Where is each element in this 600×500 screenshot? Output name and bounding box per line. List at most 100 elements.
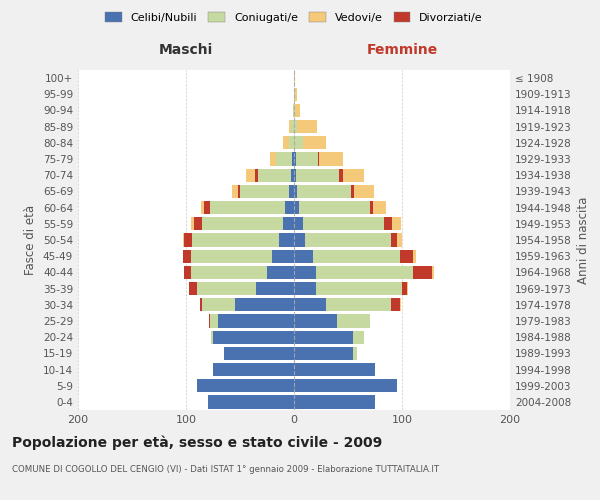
Bar: [279, 234, 294, 246]
Bar: [391, 298, 400, 312]
Bar: [201, 201, 205, 214]
Bar: [209, 314, 210, 328]
Bar: [319, 152, 343, 166]
Bar: [413, 266, 432, 279]
Bar: [292, 152, 294, 166]
Bar: [294, 152, 296, 166]
Bar: [208, 396, 294, 408]
Bar: [392, 217, 401, 230]
Legend: Celibi/Nubili, Coniugati/e, Vedovi/e, Divorziati/e: Celibi/Nubili, Coniugati/e, Vedovi/e, Di…: [101, 8, 487, 27]
Bar: [218, 314, 294, 328]
Bar: [291, 168, 294, 182]
Bar: [383, 217, 392, 230]
Bar: [297, 120, 317, 134]
Bar: [202, 298, 235, 312]
Bar: [294, 88, 295, 101]
Bar: [294, 250, 313, 263]
Bar: [202, 217, 283, 230]
Bar: [432, 266, 434, 279]
Bar: [318, 152, 319, 166]
Bar: [302, 217, 383, 230]
Bar: [294, 72, 295, 85]
Bar: [313, 250, 400, 263]
Bar: [294, 330, 353, 344]
Bar: [256, 282, 294, 295]
Bar: [355, 185, 374, 198]
Bar: [297, 185, 351, 198]
Bar: [295, 88, 297, 101]
Bar: [270, 152, 275, 166]
Bar: [340, 168, 343, 182]
Bar: [294, 234, 305, 246]
Bar: [316, 266, 413, 279]
Bar: [294, 363, 375, 376]
Bar: [294, 282, 316, 295]
Bar: [373, 201, 386, 214]
Bar: [210, 314, 218, 328]
Bar: [238, 185, 240, 198]
Bar: [205, 201, 210, 214]
Bar: [235, 298, 294, 312]
Bar: [247, 168, 255, 182]
Bar: [351, 185, 355, 198]
Text: COMUNE DI COGOLLO DEL CENGIO (VI) - Dati ISTAT 1° gennaio 2009 - Elaborazione TU: COMUNE DI COGOLLO DEL CENGIO (VI) - Dati…: [12, 465, 439, 474]
Bar: [397, 234, 402, 246]
Bar: [343, 168, 364, 182]
Bar: [294, 298, 326, 312]
Bar: [407, 282, 409, 295]
Bar: [294, 396, 375, 408]
Bar: [293, 104, 294, 117]
Bar: [210, 201, 286, 214]
Bar: [267, 266, 294, 279]
Bar: [272, 250, 294, 263]
Bar: [197, 379, 294, 392]
Bar: [197, 282, 256, 295]
Bar: [289, 185, 294, 198]
Bar: [213, 330, 294, 344]
Bar: [294, 346, 353, 360]
Bar: [296, 152, 318, 166]
Bar: [295, 104, 301, 117]
Bar: [275, 152, 292, 166]
Bar: [294, 266, 316, 279]
Bar: [400, 250, 413, 263]
Bar: [413, 250, 416, 263]
Text: Femmine: Femmine: [367, 43, 437, 57]
Bar: [391, 234, 397, 246]
Bar: [193, 234, 279, 246]
Bar: [294, 379, 397, 392]
Bar: [286, 201, 294, 214]
Bar: [189, 282, 197, 295]
Bar: [191, 250, 272, 263]
Y-axis label: Anni di nascita: Anni di nascita: [577, 196, 590, 284]
Text: Popolazione per età, sesso e stato civile - 2009: Popolazione per età, sesso e stato civil…: [12, 435, 382, 450]
Bar: [191, 217, 194, 230]
Bar: [326, 298, 391, 312]
Bar: [316, 282, 402, 295]
Y-axis label: Fasce di età: Fasce di età: [25, 205, 37, 275]
Bar: [200, 298, 202, 312]
Bar: [305, 234, 391, 246]
Bar: [224, 346, 294, 360]
Bar: [337, 314, 370, 328]
Bar: [402, 282, 407, 295]
Bar: [370, 201, 373, 214]
Bar: [294, 120, 297, 134]
Bar: [283, 136, 289, 149]
Bar: [194, 217, 202, 230]
Bar: [294, 314, 337, 328]
Bar: [213, 363, 294, 376]
Bar: [255, 168, 259, 182]
Bar: [184, 234, 193, 246]
Text: Maschi: Maschi: [159, 43, 213, 57]
Bar: [259, 168, 291, 182]
Bar: [400, 298, 401, 312]
Bar: [240, 185, 289, 198]
Bar: [299, 201, 370, 214]
Bar: [191, 266, 267, 279]
Bar: [294, 104, 295, 117]
Bar: [183, 234, 184, 246]
Bar: [294, 185, 297, 198]
Bar: [211, 330, 213, 344]
Bar: [283, 217, 294, 230]
